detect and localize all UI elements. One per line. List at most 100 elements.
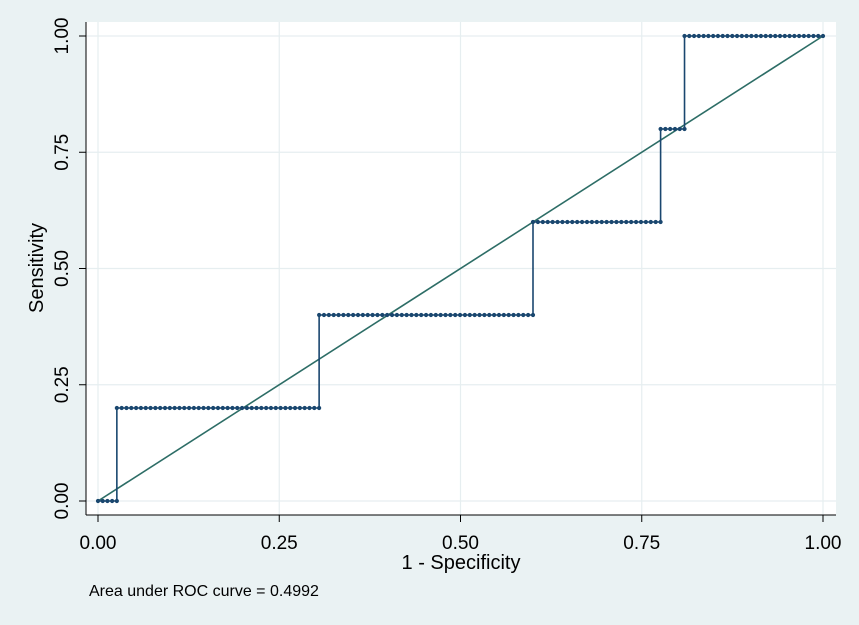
roc-point xyxy=(182,405,187,411)
roc-point xyxy=(119,405,124,411)
roc-point xyxy=(438,312,443,318)
roc-point xyxy=(487,312,492,318)
roc-point xyxy=(565,219,570,225)
roc-point xyxy=(624,219,629,225)
roc-point xyxy=(196,405,201,411)
roc-point xyxy=(351,312,356,318)
roc-point xyxy=(609,219,614,225)
roc-point xyxy=(579,219,585,225)
roc-curve xyxy=(98,35,823,502)
roc-point xyxy=(658,219,663,225)
roc-point xyxy=(158,405,163,411)
roc-point xyxy=(516,312,521,318)
roc-point xyxy=(273,405,278,411)
roc-point xyxy=(658,126,663,132)
roc-point xyxy=(653,219,658,225)
roc-point xyxy=(302,405,307,411)
roc-point xyxy=(754,33,759,39)
roc-point xyxy=(773,33,778,39)
roc-point xyxy=(201,405,206,411)
roc-point xyxy=(758,33,764,39)
roc-point xyxy=(162,405,168,411)
roc-point xyxy=(472,312,477,318)
roc-point xyxy=(467,312,472,318)
roc-point xyxy=(167,405,172,411)
roc-point xyxy=(370,312,375,318)
roc-point xyxy=(589,219,594,225)
roc-point xyxy=(720,33,725,39)
roc-point xyxy=(482,312,487,318)
roc-point xyxy=(668,126,673,132)
roc-point xyxy=(297,405,302,411)
y-tick-label: 0.50 xyxy=(52,250,73,287)
roc-point xyxy=(95,498,101,504)
roc-point xyxy=(365,312,370,318)
roc-point xyxy=(648,219,653,225)
roc-point xyxy=(530,219,536,225)
roc-point xyxy=(594,219,599,225)
roc-point xyxy=(100,498,105,504)
y-tick-label: 0.25 xyxy=(52,366,73,403)
roc-point xyxy=(506,312,511,318)
roc-point xyxy=(375,312,380,318)
roc-point xyxy=(734,33,740,39)
roc-point xyxy=(816,33,821,39)
roc-point xyxy=(143,405,148,411)
roc-point xyxy=(530,312,536,318)
roc-point xyxy=(186,405,192,411)
roc-point xyxy=(292,405,298,411)
roc-point xyxy=(409,312,414,318)
roc-point xyxy=(496,312,502,318)
roc-point xyxy=(677,126,682,132)
x-tick-label: 0.50 xyxy=(442,533,479,554)
roc-point xyxy=(114,498,119,504)
roc-point xyxy=(535,219,541,225)
roc-point xyxy=(550,219,555,225)
roc-point xyxy=(633,219,639,225)
roc-point xyxy=(696,33,701,39)
roc-point xyxy=(326,312,331,318)
roc-point xyxy=(521,312,526,318)
roc-point xyxy=(453,312,458,318)
roc-point xyxy=(321,312,327,318)
roc-point xyxy=(172,405,177,411)
roc-point xyxy=(404,312,409,318)
roc-point xyxy=(307,405,312,411)
roc-point xyxy=(663,126,668,132)
roc-point xyxy=(443,312,448,318)
roc-point xyxy=(739,33,744,39)
x-tick-label: 1.00 xyxy=(805,533,842,554)
roc-point xyxy=(820,33,826,39)
roc-point xyxy=(230,405,235,411)
roc-point xyxy=(177,405,182,411)
roc-point xyxy=(492,312,497,318)
roc-markers-group xyxy=(95,33,826,504)
roc-point xyxy=(419,312,424,318)
roc-point xyxy=(331,312,336,318)
roc-point xyxy=(706,33,711,39)
roc-point xyxy=(672,126,678,132)
roc-point xyxy=(797,33,802,39)
roc-point xyxy=(599,219,604,225)
roc-point xyxy=(220,405,225,411)
roc-point xyxy=(346,312,351,318)
roc-point xyxy=(239,405,245,411)
y-tick-label: 1.00 xyxy=(52,18,73,55)
roc-point xyxy=(725,33,730,39)
roc-point xyxy=(235,405,240,411)
roc-point xyxy=(682,126,687,132)
roc-point xyxy=(254,405,259,411)
roc-point xyxy=(211,405,216,411)
roc-point xyxy=(811,33,816,39)
x-tick-label: 0.00 xyxy=(80,533,117,554)
roc-point xyxy=(341,312,346,318)
roc-point xyxy=(787,33,792,39)
roc-point xyxy=(105,498,110,504)
roc-point xyxy=(380,312,385,318)
roc-point xyxy=(244,405,249,411)
roc-point xyxy=(540,219,545,225)
roc-point xyxy=(259,405,264,411)
roc-point xyxy=(643,219,648,225)
roc-point xyxy=(360,312,365,318)
roc-point xyxy=(225,405,230,411)
